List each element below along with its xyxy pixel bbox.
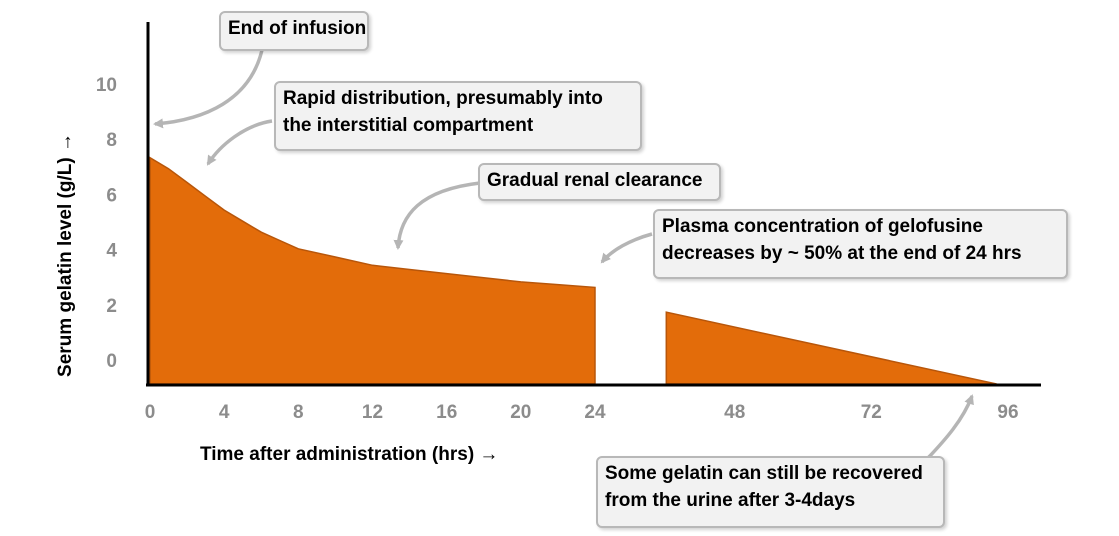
callout-line: Gradual renal clearance — [487, 170, 703, 191]
x-tick-label: 12 — [362, 402, 383, 423]
annotation-arrow — [393, 181, 481, 250]
y-tick-label: 2 — [106, 296, 117, 317]
y-tick-label: 4 — [106, 241, 117, 262]
callout-line: decreases by ~ 50% at the end of 24 hrs — [662, 243, 1022, 264]
callout-line: End of infusion — [228, 18, 367, 39]
x-tick-label: 20 — [510, 402, 531, 423]
callout-plasma-concentration: Plasma concentration of gelofusine decrea… — [653, 209, 1068, 279]
x-tick-label: 8 — [293, 402, 304, 423]
annotation-arrow — [926, 394, 974, 460]
callout-end-of-infusion: End of infusion — [219, 11, 369, 51]
y-tick-label: 10 — [96, 75, 117, 96]
x-tick-labels: 0 4 8 12 16 20 24 48 72 96 — [145, 402, 1019, 423]
x-tick-label: 4 — [219, 402, 230, 423]
callout-line: Rapid distribution, presumably into — [283, 88, 603, 109]
x-tick-label: 48 — [724, 402, 745, 423]
x-tick-label: 16 — [436, 402, 457, 423]
annotation-arrow — [600, 232, 653, 264]
x-tick-label: 0 — [145, 402, 156, 423]
x-tick-label: 24 — [584, 402, 606, 423]
callout-line: the interstitial compartment — [283, 115, 534, 136]
x-tick-label: 96 — [997, 402, 1018, 423]
callout-urine-recovery: Some gelatin can still be recovered from … — [596, 456, 945, 528]
callout-line: Plasma concentration of gelofusine — [662, 216, 983, 237]
y-tick-label: 8 — [106, 130, 117, 151]
area-segment-late — [665, 311, 997, 385]
y-axis-title: Serum gelatin level (g/L) → — [55, 133, 76, 377]
callout-renal-clearance: Gradual renal clearance — [478, 163, 721, 201]
area-segment-early — [149, 156, 596, 385]
callout-line: Some gelatin can still be recovered — [605, 463, 923, 484]
y-tick-labels: 0 2 4 6 8 10 — [96, 75, 118, 372]
y-tick-label: 6 — [106, 185, 117, 206]
callout-rapid-distribution: Rapid distribution, presumably into the i… — [274, 81, 642, 151]
y-tick-label: 0 — [106, 351, 117, 372]
annotation-arrow — [153, 49, 264, 129]
x-tick-label: 72 — [861, 402, 882, 423]
x-axis-title: Time after administration (hrs) → — [200, 444, 498, 465]
annotation-arrows — [153, 49, 974, 460]
callout-line: from the urine after 3-4days — [605, 490, 856, 511]
annotation-arrow — [206, 119, 273, 166]
